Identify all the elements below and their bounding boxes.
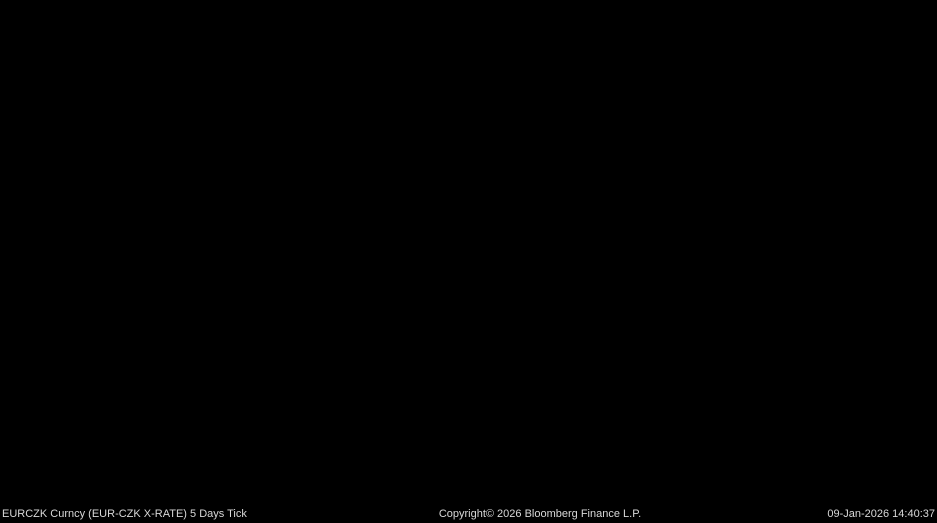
- footer-center: Copyright© 2026 Bloomberg Finance L.P.: [439, 508, 641, 520]
- footer-left: EURCZK Curncy (EUR-CZK X-RATE) 5 Days Ti…: [2, 508, 247, 520]
- footer-right: 09-Jan-2026 14:40:37: [827, 508, 935, 520]
